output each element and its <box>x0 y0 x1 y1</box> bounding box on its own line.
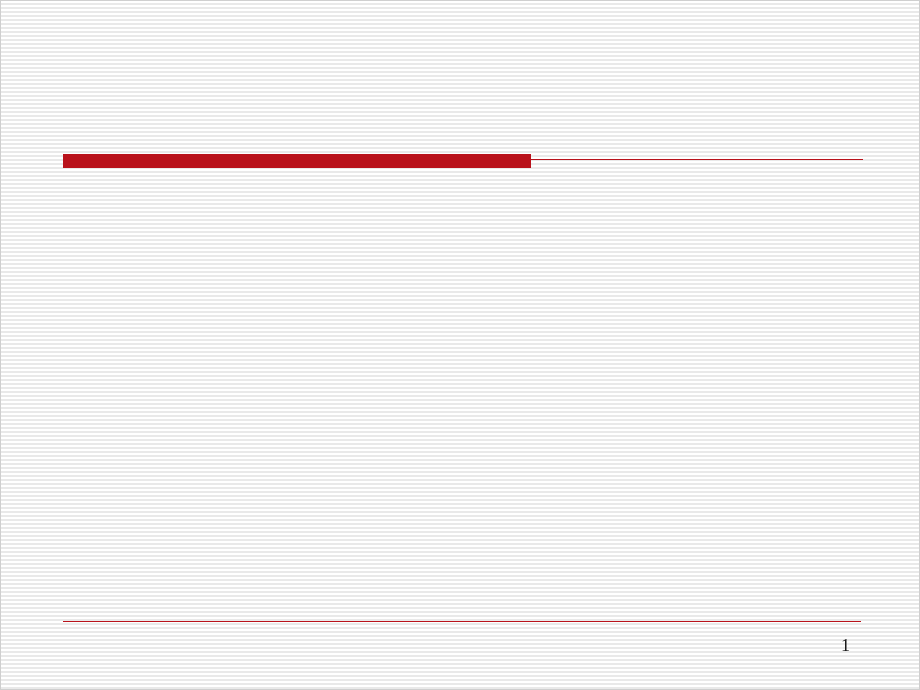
footer-rule <box>63 621 861 622</box>
title-rule <box>531 159 863 160</box>
page-number: 1 <box>841 635 850 656</box>
slide-canvas: 1 <box>0 0 920 690</box>
title-accent-bar <box>63 154 531 168</box>
